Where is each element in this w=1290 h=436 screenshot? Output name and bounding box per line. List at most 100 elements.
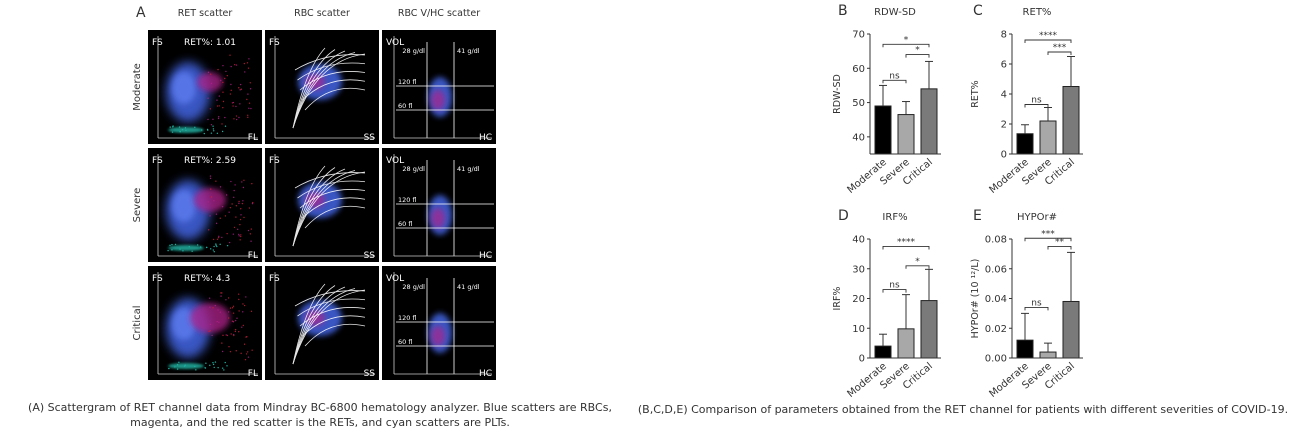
significance-bracket [1047, 51, 1072, 55]
ret-dot [233, 63, 236, 66]
plt-dot [179, 130, 181, 133]
ret-dot [233, 189, 235, 192]
grid-curve [299, 71, 366, 91]
ret-dot [215, 222, 218, 225]
ret-dot [251, 349, 253, 351]
rbc-grid-lines [292, 47, 366, 129]
grid-curve [299, 307, 366, 327]
plt-dot [178, 126, 181, 128]
ret-dot [251, 182, 253, 185]
ret-dot [244, 358, 247, 361]
axis-label-fl: FL [248, 133, 258, 143]
panel-a-scattergrams: A RET scatter RBC scatter RBC V/HC scatter M… [132, 5, 496, 380]
plt-dot [223, 369, 225, 371]
ret-dot [235, 64, 238, 66]
ret-dot [238, 202, 240, 205]
ret-dot [222, 106, 224, 109]
ret-dot [242, 200, 244, 202]
plt-dot [213, 130, 215, 132]
row-label: Severe [132, 188, 143, 223]
panel-letter: D [838, 208, 849, 224]
plt-dot [219, 243, 221, 246]
plt-dot [212, 125, 214, 127]
ret-cloud [194, 188, 226, 212]
y-axis-label: HYPOr# (10 ¹²/L) [970, 259, 981, 339]
ret-dot [233, 226, 236, 229]
plt-dot [199, 246, 202, 248]
row-label: Moderate [132, 63, 143, 111]
ret-dot [210, 196, 213, 198]
bar-moderate [1016, 339, 1034, 359]
vol-60-label: 60 fl [398, 102, 412, 110]
plt-dot [210, 132, 213, 134]
ret-dot [209, 323, 212, 326]
plt-dot [205, 246, 208, 249]
significance-bracket [882, 79, 907, 84]
ret-dot [217, 68, 219, 71]
hc-41-label: 41 g/dl [457, 47, 480, 55]
ret-dot [221, 123, 223, 125]
grid-curve [304, 323, 366, 347]
ret-dot [235, 205, 238, 207]
ret-dot [235, 105, 237, 108]
ret-dot [252, 201, 254, 204]
vol-60-label: 60 fl [398, 220, 412, 228]
significance-bracket [905, 265, 930, 269]
rbc-core [172, 308, 196, 340]
ret-dot [209, 175, 212, 177]
ret-dot [222, 334, 224, 337]
caption-panel-a: (A) Scattergram of RET channel data from… [28, 401, 612, 429]
ret-dot [238, 200, 240, 203]
vol-120-label: 120 fl [398, 78, 417, 86]
ret-dot [215, 180, 217, 182]
ret-dot [208, 297, 211, 299]
plt-dot [224, 125, 227, 127]
hc-28-label: 28 g/dl [402, 47, 425, 55]
ret-dot [246, 351, 249, 353]
plt-dot [184, 127, 187, 129]
ret-dot [207, 71, 210, 74]
grid-curve [304, 205, 366, 229]
y-tick-label: 8 [1001, 30, 1007, 41]
axis-label-vol: VOL [386, 38, 404, 48]
ret-dot [239, 83, 242, 86]
ret-dot [247, 93, 249, 95]
ret-dot [234, 328, 237, 331]
ret-dot [250, 107, 252, 110]
axis-label-hc: HC [479, 133, 492, 143]
plt-dot [174, 243, 177, 246]
significance-label: **** [897, 237, 916, 247]
axis-label-vol: VOL [386, 156, 404, 166]
rbc-grid-lines [292, 165, 366, 247]
significance-bracket [905, 54, 930, 58]
ret-dot [230, 180, 232, 183]
ret-dot [240, 208, 242, 210]
ret-dot [249, 233, 252, 235]
ret-dot [220, 79, 222, 82]
ret-dot [216, 320, 218, 323]
grid-curve [292, 165, 326, 247]
plt-dot [185, 129, 187, 132]
grid-curve [304, 87, 366, 111]
column-title: RET scatter [178, 8, 233, 19]
hc-41-label: 41 g/dl [457, 283, 480, 291]
y-axis-label: IRF% [832, 287, 843, 311]
ret-dot [240, 234, 242, 236]
ret-dot [224, 77, 226, 80]
ret-dot [210, 188, 212, 190]
grid-curve [294, 172, 366, 189]
significance-label: *** [1053, 43, 1067, 53]
ret-dot [242, 324, 245, 327]
ret-dot [224, 116, 226, 119]
ret-dot [243, 62, 246, 65]
vol-60-label: 60 fl [398, 338, 412, 346]
rbc-grid-lines [292, 283, 366, 365]
panel-letter: C [973, 3, 983, 19]
ret-dot [238, 235, 240, 237]
hc-28-label: 28 g/dl [402, 165, 425, 173]
ret-dot [220, 295, 222, 297]
plt-dot [179, 248, 181, 250]
plt-dot [200, 129, 203, 131]
ret-dot [226, 74, 228, 77]
axis-label-hc: HC [479, 251, 492, 261]
